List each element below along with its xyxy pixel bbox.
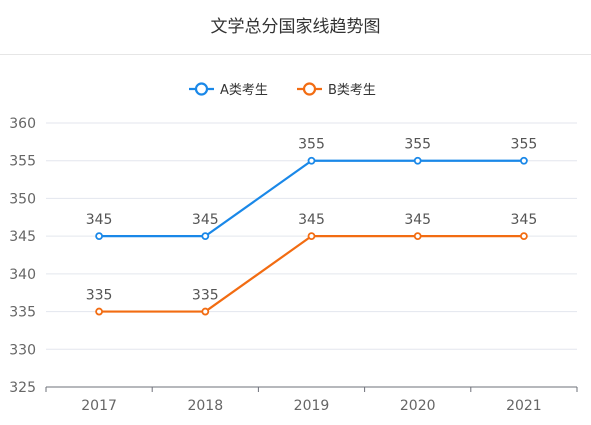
title-divider	[0, 54, 591, 55]
data-label: 335	[86, 288, 113, 304]
y-tick-label: 340	[9, 267, 36, 283]
y-tick-label: 360	[9, 116, 36, 132]
legend-label: A类考生	[220, 83, 268, 98]
x-tick-label: 2017	[81, 398, 117, 414]
legend-marker	[194, 82, 209, 96]
data-point	[520, 232, 528, 241]
y-tick-label: 335	[9, 305, 36, 321]
x-tick-label: 2018	[187, 398, 223, 414]
data-point	[520, 156, 528, 165]
data-label: 355	[404, 137, 431, 153]
data-label: 345	[298, 212, 325, 228]
y-tick-label: 355	[9, 154, 36, 170]
data-label: 355	[511, 137, 538, 153]
y-tick-label: 325	[9, 380, 36, 396]
x-tick-label: 2019	[294, 398, 330, 414]
data-point	[413, 156, 422, 165]
y-tick-label: 345	[9, 229, 36, 245]
y-tick-label: 350	[9, 191, 36, 207]
legend-label: B类考生	[328, 83, 376, 98]
data-point	[307, 232, 316, 241]
data-label: 345	[86, 212, 113, 228]
data-point	[95, 232, 103, 241]
data-point	[307, 156, 316, 165]
legend-marker	[302, 82, 317, 96]
data-label: 335	[192, 288, 219, 304]
data-point	[201, 307, 210, 316]
data-point	[95, 307, 103, 316]
chart-title: 文学总分国家线趋势图	[210, 17, 381, 37]
x-tick-label: 2021	[506, 398, 542, 414]
x-tick-label: 2020	[400, 398, 436, 414]
data-label: 345	[192, 212, 219, 228]
data-point	[201, 232, 210, 241]
data-point	[413, 232, 422, 241]
data-label: 345	[404, 212, 431, 228]
data-label: 345	[511, 212, 538, 228]
y-tick-label: 330	[9, 342, 36, 358]
data-label: 355	[298, 137, 325, 153]
